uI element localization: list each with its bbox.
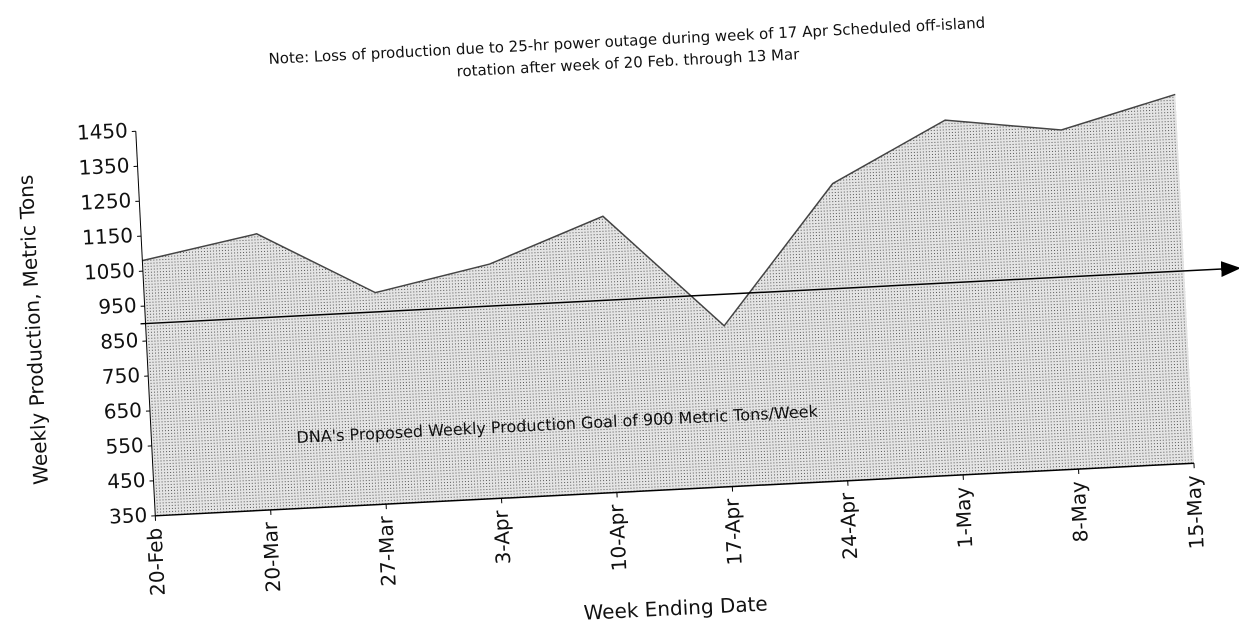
y-tick-label: 1450	[76, 118, 128, 145]
x-tick-label: 20-Mar	[258, 521, 286, 593]
x-tick-label: 20-Feb	[142, 527, 169, 596]
y-tick-label: 1250	[80, 188, 132, 215]
x-tick-label: 10-Apr	[604, 503, 631, 572]
x-axis	[155, 462, 1194, 517]
x-tick-label: 15-May	[1181, 474, 1209, 549]
y-tick-label: 350	[108, 503, 147, 529]
y-tick-label: 650	[103, 398, 142, 424]
plot: Note: Loss of production due to 25-hr po…	[13, 14, 1239, 625]
x-tick-label: 8-May	[1066, 480, 1093, 543]
x-tick-label: 3-Apr	[489, 509, 516, 565]
x-tick-label: 17-Apr	[719, 497, 746, 566]
y-tick-label: 450	[107, 468, 146, 494]
y-tick-label: 1350	[78, 153, 130, 180]
y-tick-label: 1150	[82, 223, 134, 250]
y-tick-label: 850	[100, 328, 139, 354]
goal-line	[140, 261, 1239, 325]
x-tick-label: 27-Mar	[373, 515, 401, 587]
y-tick-label: 750	[101, 363, 140, 389]
x-tick-label: 1-May	[950, 486, 977, 549]
y-tick-label: 950	[98, 293, 137, 319]
y-tick-label: 1050	[83, 258, 135, 285]
area-line	[142, 93, 1176, 327]
x-axis-label: Week Ending Date	[583, 591, 768, 624]
area	[142, 94, 1194, 516]
y-axis-label: Weekly Production, Metric Tons	[13, 174, 53, 485]
y-tick-label: 550	[105, 433, 144, 459]
x-tick-label: 24-Apr	[835, 491, 862, 560]
